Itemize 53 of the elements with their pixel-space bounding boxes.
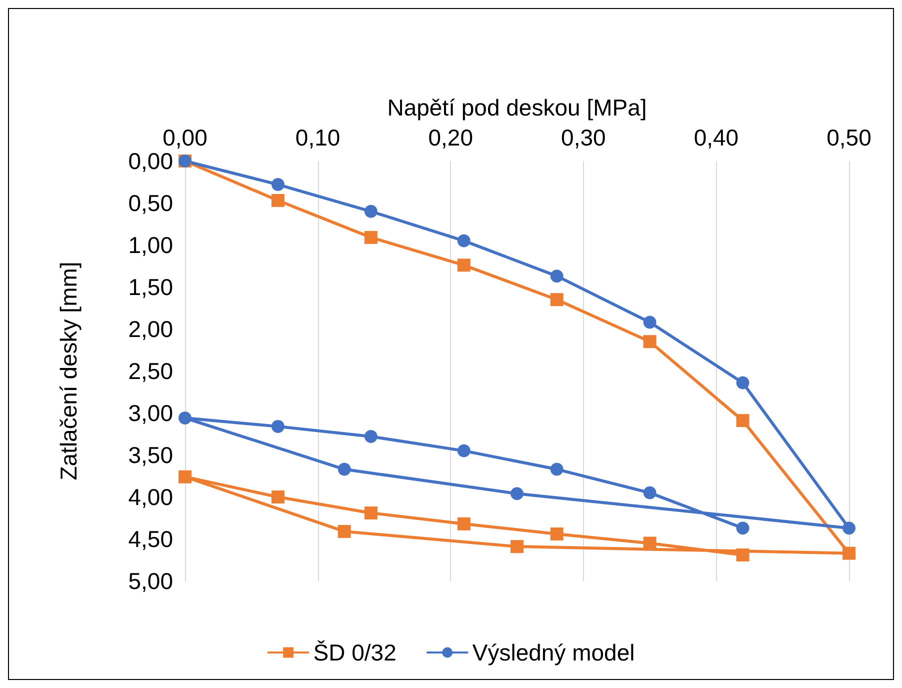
point — [550, 462, 564, 476]
point — [550, 527, 564, 540]
point — [736, 376, 750, 390]
y-tick-label: 0,50 — [128, 190, 173, 216]
point — [457, 517, 470, 530]
point — [271, 490, 284, 504]
y-tick-label: 4,00 — [128, 484, 173, 510]
x-tick-label: 0,30 — [561, 124, 606, 150]
point — [842, 522, 856, 535]
y-axis-title: Zatlačení desky [mm] — [56, 262, 82, 480]
point — [364, 204, 378, 218]
x-tick-label: 0,20 — [428, 124, 473, 150]
point — [457, 258, 470, 272]
point — [643, 335, 656, 348]
point — [736, 548, 750, 562]
y-tick-label: 2,50 — [128, 358, 173, 384]
point — [457, 234, 470, 248]
y-tick-label: 5,00 — [128, 568, 173, 594]
legend-label: ŠD 0/32 — [313, 640, 396, 666]
x-tick-label: 0,00 — [162, 124, 208, 150]
y-tick-label: 1,50 — [128, 274, 173, 300]
point — [550, 270, 564, 283]
point — [643, 486, 656, 500]
point — [271, 194, 284, 207]
point — [364, 430, 378, 444]
y-tick-label: 3,50 — [128, 442, 173, 468]
x-axis-title: Napětí pod deskou [MPa] — [387, 94, 647, 120]
x-tick-label: 0,40 — [694, 124, 739, 150]
y-tick-label: 2,00 — [128, 316, 173, 342]
x-tick-label: 0,50 — [826, 124, 872, 150]
point — [178, 470, 192, 484]
point — [338, 462, 351, 476]
point — [338, 524, 351, 538]
point — [271, 420, 284, 433]
point — [736, 522, 750, 535]
point — [842, 546, 856, 560]
point — [510, 487, 524, 500]
point — [550, 293, 564, 306]
point — [271, 178, 284, 192]
y-tick-label: 1,00 — [128, 232, 173, 258]
point — [364, 506, 378, 520]
x-tick-label: 0,10 — [295, 124, 340, 150]
y-tick-label: 3,00 — [128, 400, 173, 426]
point — [364, 230, 378, 244]
y-tick-label: 0,00 — [128, 148, 173, 174]
point — [457, 444, 470, 458]
legend-label: Výsledný model — [472, 640, 635, 666]
y-tick-label: 4,50 — [128, 526, 173, 552]
point — [178, 412, 192, 425]
point — [736, 414, 750, 428]
point — [643, 536, 656, 550]
point — [643, 316, 656, 329]
point — [510, 540, 524, 554]
